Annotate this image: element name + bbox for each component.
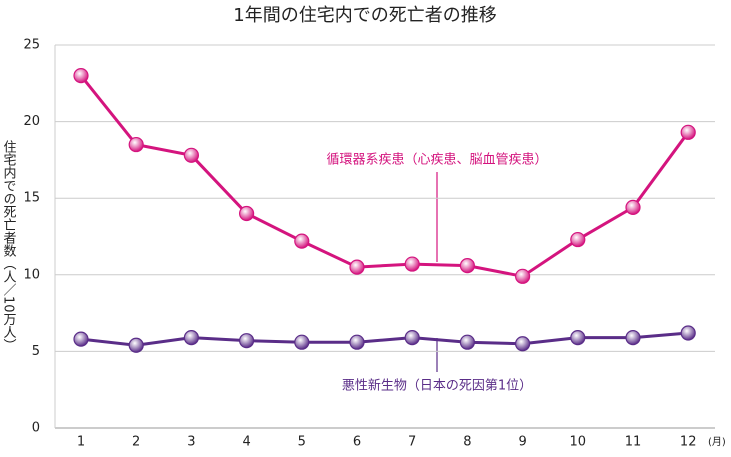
data-point <box>183 330 199 346</box>
x-tick-label: 10 <box>570 435 587 450</box>
series-line <box>79 74 690 278</box>
x-tick-label: 6 <box>353 435 361 450</box>
y-tick-label: 10 <box>23 267 40 282</box>
data-point <box>404 330 420 346</box>
x-tick-label: 3 <box>187 435 195 450</box>
data-point <box>239 333 255 349</box>
y-tick-label: 20 <box>23 114 40 129</box>
data-point <box>570 330 586 346</box>
y-tick-label: 0 <box>32 421 40 436</box>
x-tick-label: 2 <box>132 435 140 450</box>
data-point <box>183 147 199 163</box>
x-tick-label: 5 <box>298 435 306 450</box>
x-tick-label: 12 <box>680 435 697 450</box>
data-point <box>459 334 475 350</box>
y-tick-label: 25 <box>23 38 40 53</box>
data-point <box>294 334 310 350</box>
data-point <box>625 330 641 346</box>
data-point <box>349 259 365 275</box>
data-point <box>349 334 365 350</box>
data-point <box>404 256 420 272</box>
data-point <box>239 205 255 222</box>
data-point <box>625 199 641 215</box>
data-point <box>514 336 531 352</box>
x-axis-unit: (月) <box>708 436 726 448</box>
x-tick-label: 7 <box>408 435 416 450</box>
x-tick-label: 11 <box>625 435 642 450</box>
series-label: 循環器系疾患（心疾患、脳血管疾患） <box>326 153 547 168</box>
data-point <box>459 258 475 274</box>
y-tick-label: 15 <box>23 191 40 206</box>
x-tick-label: 9 <box>518 435 526 450</box>
data-point <box>73 331 89 347</box>
data-point <box>514 268 531 284</box>
series-label: 悪性新生物（日本の死因第1位） <box>342 378 532 394</box>
data-point <box>680 325 696 341</box>
data-point <box>294 233 310 249</box>
data-point <box>128 337 144 353</box>
x-tick-label: 1 <box>77 435 85 450</box>
chart-title: 1年間の住宅内での死亡者の推移 <box>233 5 496 26</box>
y-axis-label: 住宅内での死亡者数（人／10万人） <box>1 140 17 352</box>
data-point <box>73 68 89 84</box>
data-point <box>128 136 144 153</box>
y-tick-label: 5 <box>32 344 40 359</box>
x-tick-label: 4 <box>242 435 250 450</box>
x-tick-label: 8 <box>463 435 471 450</box>
series-line <box>80 331 689 347</box>
data-point <box>680 124 696 140</box>
data-point <box>570 231 586 248</box>
